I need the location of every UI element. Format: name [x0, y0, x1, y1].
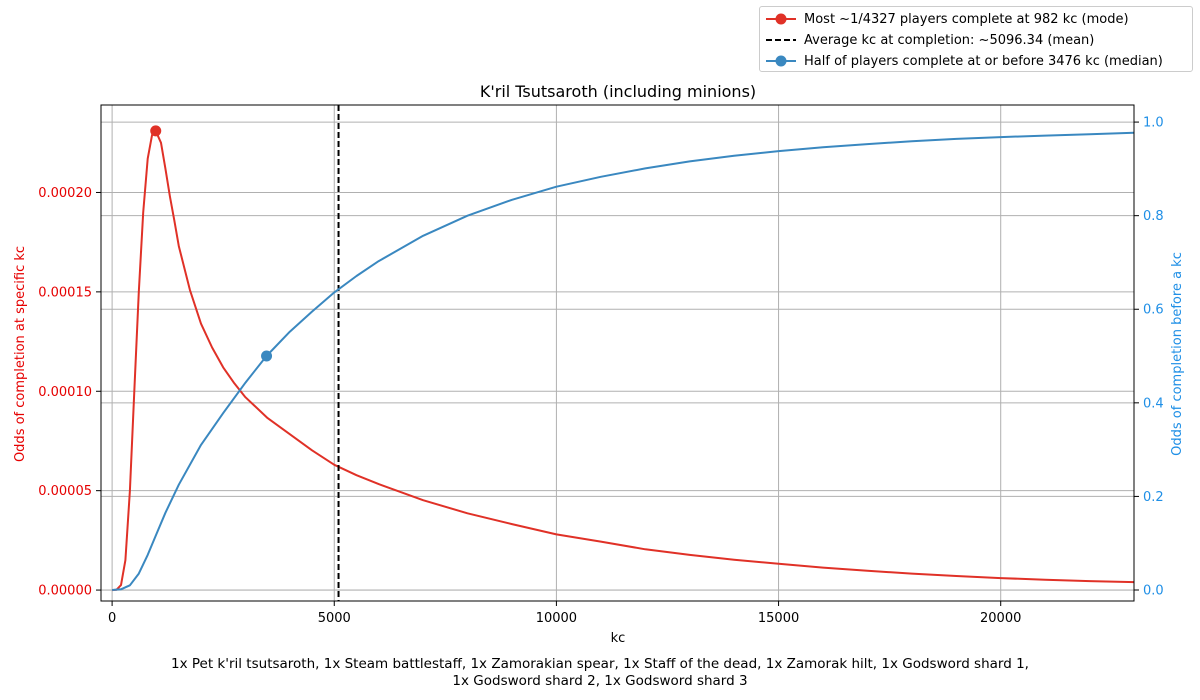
- y-right-tick-label-1: 0.2: [1143, 490, 1164, 505]
- series-layer: [112, 105, 1134, 601]
- legend-entry-mode: Most ~1/4327 players complete at 982 kc …: [766, 9, 1129, 29]
- y-right-tick-label-5: 1.0: [1143, 116, 1164, 131]
- plot-frame: [100, 104, 1135, 602]
- legend-swatch-mean: [766, 39, 796, 41]
- x-tick-label-2: 10000: [536, 611, 577, 626]
- y-left-tick-label-3: 0.00015: [38, 285, 92, 300]
- y-left-tick-label-0: 0.00000: [38, 584, 92, 599]
- x-tick-label-1: 5000: [318, 611, 351, 626]
- x-tick-label-0: 0: [108, 611, 116, 626]
- y-right-tick-label-2: 0.4: [1143, 396, 1164, 411]
- cdf-line: [112, 131, 1134, 591]
- chart-title: K'ril Tsutsaroth (including minions): [480, 82, 756, 101]
- y-left-tick-label-2: 0.00010: [38, 385, 92, 400]
- x-axis-label: kc: [611, 631, 626, 646]
- y-right-tick-label-0: 0.0: [1143, 584, 1164, 599]
- x-tick-label-3: 15000: [758, 611, 799, 626]
- axes: 0 5000 10000 15000 20000 0.00000 0.00005 0.0001…: [38, 104, 1164, 626]
- caption-line-1: 1x Pet k'ril tsutsaroth, 1x Steam battle…: [171, 656, 1029, 672]
- y-left-tick-label-1: 0.00005: [38, 484, 92, 499]
- legend-label-mean: Average kc at completion: ~5096.34 (mean…: [804, 32, 1095, 48]
- legend-swatch-median: [766, 55, 796, 67]
- legend-swatch-mode: [766, 13, 796, 25]
- y-axis-right-label: Odds of completion before a kc: [1170, 252, 1185, 456]
- y-left-tick-label-4: 0.00020: [38, 186, 92, 201]
- y-right-tick-label-3: 0.6: [1143, 303, 1164, 318]
- pmf-line: [112, 129, 1134, 592]
- median-marker: [261, 350, 273, 362]
- legend: Most ~1/4327 players complete at 982 kc …: [759, 6, 1193, 72]
- legend-label-mode: Most ~1/4327 players complete at 982 kc …: [804, 11, 1129, 27]
- y-right-tick-label-4: 0.8: [1143, 209, 1164, 224]
- grid: [101, 105, 1134, 601]
- caption: 1x Pet k'ril tsutsaroth, 1x Steam battle…: [0, 656, 1200, 690]
- legend-entry-mean: Average kc at completion: ~5096.34 (mean…: [766, 30, 1094, 50]
- legend-entry-median: Half of players complete at or before 34…: [766, 51, 1163, 71]
- legend-label-median: Half of players complete at or before 34…: [804, 53, 1163, 69]
- y-axis-left-label: Odds of completion at specific kc: [13, 246, 28, 462]
- x-tick-label-4: 20000: [980, 611, 1021, 626]
- caption-line-2: 1x Godsword shard 2, 1x Godsword shard 3: [452, 673, 748, 689]
- mode-marker: [150, 125, 162, 137]
